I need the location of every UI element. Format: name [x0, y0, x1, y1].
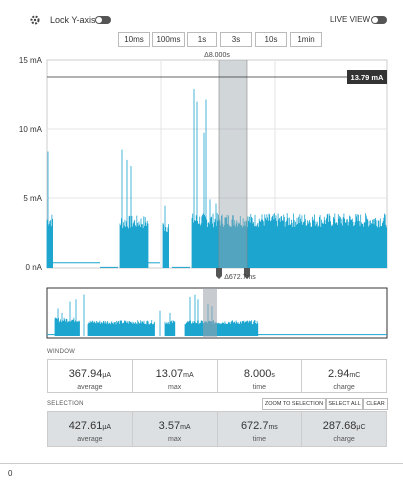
- stat-label: max: [168, 384, 182, 391]
- stat-unit: mA: [183, 372, 194, 379]
- stat-value: 672.7: [240, 420, 269, 432]
- stat-unit: μC: [356, 424, 366, 431]
- settings-icon[interactable]: [29, 14, 41, 26]
- time-button[interactable]: 10ms: [118, 32, 150, 47]
- stat-value: 8.000: [243, 368, 272, 380]
- overview-window[interactable]: [203, 288, 217, 338]
- stat-value: 427.61: [68, 420, 103, 432]
- stat: 13.07mA max: [133, 360, 218, 392]
- waveform-trace: [46, 89, 387, 268]
- selection-region[interactable]: [219, 60, 247, 268]
- stat: 427.61μA average: [48, 412, 133, 446]
- selection-handle[interactable]: [216, 268, 222, 279]
- live-label: LIVE VIEW: [330, 15, 371, 24]
- stat-value: 3.57: [158, 420, 181, 432]
- selection-delta: Δ672.7ms: [224, 274, 256, 281]
- stat-unit: μA: [102, 372, 112, 379]
- waveform: [46, 89, 387, 268]
- stat-label: time: [252, 436, 266, 443]
- time-button[interactable]: 1s: [187, 32, 217, 47]
- divider: [0, 463, 403, 464]
- y-tick-label: 15 mA: [19, 56, 43, 65]
- section-title: WINDOW: [47, 349, 76, 355]
- stat-value: 367.94: [68, 368, 103, 380]
- stat-label: average: [77, 384, 103, 391]
- time-button[interactable]: 100ms: [152, 32, 185, 47]
- stat-label: time: [252, 384, 266, 391]
- stat: 8.000s time: [218, 360, 303, 392]
- stat-label: charge: [333, 436, 355, 443]
- stat-value: 2.94: [327, 368, 350, 380]
- stat-unit: mC: [349, 372, 361, 379]
- marker-label: 13.79 mA: [351, 73, 385, 82]
- stat-label: average: [77, 436, 103, 443]
- stat: 672.7ms time: [217, 412, 303, 446]
- marker-box: [347, 70, 387, 84]
- stat-unit: μA: [102, 424, 112, 431]
- stat-value: 287.68: [322, 420, 357, 432]
- y-tick-label: 10 mA: [19, 125, 43, 134]
- time-button[interactable]: 3s: [220, 32, 252, 47]
- chart: 15 mA 10 mA 5 mA 0 nA Δ8.000s 13.79 mA Δ…: [19, 52, 388, 339]
- stat-unit: s: [271, 372, 275, 379]
- section-title: SELECTION: [47, 401, 84, 407]
- live-toggle[interactable]: [371, 16, 387, 24]
- time-button[interactable]: 10s: [255, 32, 287, 47]
- zoom-button[interactable]: ZOOM TO SELECTION: [262, 398, 326, 410]
- y-tick-label: 5 mA: [23, 194, 42, 203]
- lock-label: Lock Y-axis: [50, 15, 96, 25]
- select-all-button[interactable]: SELECT ALL: [326, 398, 363, 410]
- stat-unit: ms: [268, 424, 278, 431]
- stat-label: max: [168, 436, 182, 443]
- stat-unit: mA: [180, 424, 191, 431]
- stat-value: 13.07: [155, 368, 184, 380]
- stat: 287.68μC charge: [302, 412, 386, 446]
- lock-toggle[interactable]: [95, 16, 111, 24]
- stat-label: charge: [333, 384, 355, 391]
- time-button[interactable]: 1min: [290, 32, 322, 47]
- y-tick-label: 0 nA: [26, 263, 43, 272]
- selection-handle[interactable]: [244, 268, 250, 279]
- clear-button[interactable]: CLEAR: [363, 398, 388, 410]
- stat: 3.57mA max: [132, 412, 218, 446]
- footer-label: 0: [8, 469, 13, 478]
- stat: 2.94mC charge: [302, 360, 386, 392]
- window-stats: 367.94μA average 13.07mA max 8.000s time 2.…: [47, 359, 387, 393]
- overview-waveform: [47, 294, 387, 336]
- window-delta: Δ8.000s: [204, 52, 230, 59]
- selection-stats: 427.61μA average 3.57mA max 672.7ms time 28…: [47, 411, 387, 447]
- stat: 367.94μA average: [48, 360, 133, 392]
